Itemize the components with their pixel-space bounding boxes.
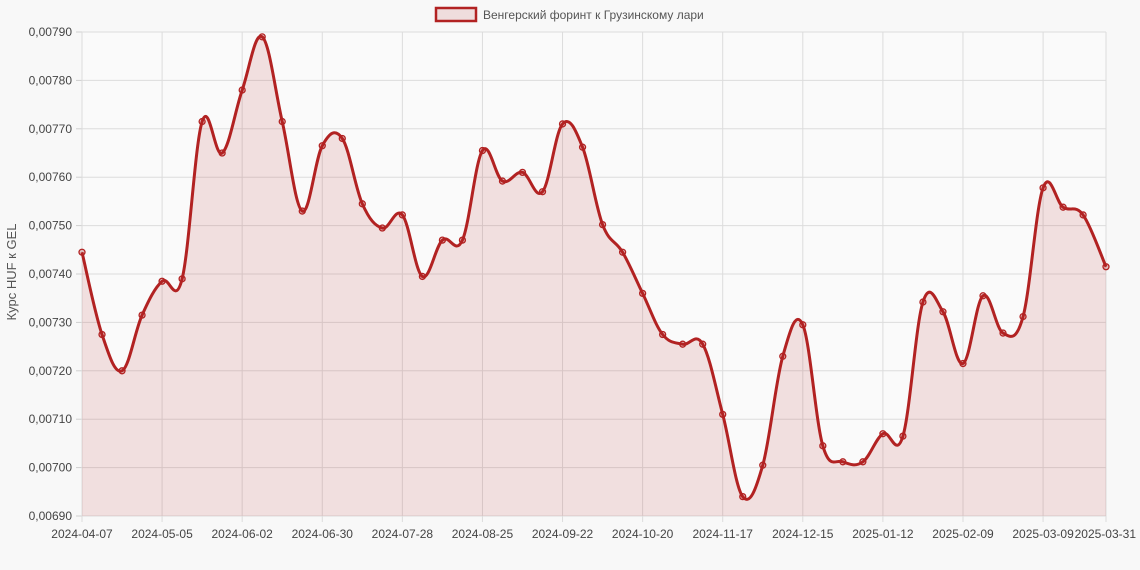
data-point[interactable] (118, 367, 126, 375)
data-point[interactable] (258, 33, 266, 41)
x-tick-label: 2024-11-17 (692, 527, 753, 541)
data-point[interactable] (1059, 203, 1067, 211)
data-point[interactable] (819, 442, 827, 450)
data-point[interactable] (598, 220, 607, 229)
data-point[interactable] (1019, 312, 1027, 321)
data-point[interactable] (839, 458, 847, 466)
data-point[interactable] (498, 177, 507, 185)
data-point[interactable] (1039, 184, 1047, 192)
data-point[interactable] (558, 120, 567, 128)
data-point[interactable] (298, 207, 306, 215)
y-axis-label: Курс HUF к GEL (4, 224, 19, 321)
data-point[interactable] (338, 134, 346, 143)
y-tick-label: 0,00690 (29, 509, 73, 523)
x-tick-label: 2024-07-28 (372, 527, 434, 541)
y-tick-label: 0,00770 (29, 122, 73, 136)
data-point[interactable] (919, 298, 927, 306)
data-point[interactable] (1079, 211, 1087, 219)
data-point[interactable] (578, 143, 587, 151)
data-point[interactable] (939, 308, 947, 316)
data-point[interactable] (679, 340, 687, 348)
legend-label[interactable]: Венгерский форинт к Грузинскому лари (483, 8, 704, 22)
data-point[interactable] (78, 248, 86, 256)
data-point[interactable] (318, 142, 326, 150)
y-tick-label: 0,00710 (29, 412, 73, 426)
data-point[interactable] (98, 330, 106, 339)
series-fill (82, 36, 1106, 516)
series-line (80, 34, 1108, 501)
y-tick-label: 0,00700 (29, 461, 73, 475)
data-point[interactable] (979, 292, 987, 300)
y-tick-label: 0,00790 (29, 25, 73, 39)
data-point[interactable] (238, 86, 246, 94)
data-point[interactable] (779, 352, 787, 360)
data-point[interactable] (398, 211, 407, 219)
y-tick-label: 0,00740 (29, 267, 73, 281)
data-point[interactable] (739, 492, 747, 501)
data-point[interactable] (799, 321, 807, 329)
x-tick-label: 2024-10-20 (612, 527, 674, 541)
x-tick-label: 2024-06-30 (292, 527, 354, 541)
y-tick-label: 0,00780 (29, 73, 73, 87)
x-tick-label: 2024-09-22 (532, 527, 594, 541)
data-point[interactable] (478, 146, 487, 155)
data-point[interactable] (759, 461, 767, 469)
x-tick-label: 2025-02-09 (932, 527, 994, 541)
x-tick-label: 2025-03-09 (1012, 527, 1074, 541)
x-tick-label: 2024-06-02 (211, 527, 273, 541)
legend[interactable]: Венгерский форинт к Грузинскому лари (434, 6, 704, 23)
data-point[interactable] (158, 277, 166, 285)
y-tick-label: 0,00750 (29, 219, 73, 233)
x-tick-label: 2024-12-15 (772, 527, 834, 541)
x-tick-label: 2024-04-07 (51, 527, 113, 541)
x-tick-label: 2024-05-05 (131, 527, 193, 541)
data-point[interactable] (879, 430, 887, 438)
data-point[interactable] (959, 359, 967, 368)
data-point[interactable] (538, 188, 547, 196)
data-point[interactable] (178, 275, 186, 283)
data-point[interactable] (1102, 263, 1110, 271)
grid (76, 31, 1107, 522)
data-point[interactable] (378, 224, 386, 232)
data-point[interactable] (638, 289, 647, 298)
data-point[interactable] (618, 248, 627, 256)
y-tick-label: 0,00760 (29, 170, 73, 184)
series-points (78, 33, 1110, 501)
x-axis: 2024-04-07 2024-05-05 2024-06-02 2024-06-30… (51, 527, 1136, 541)
data-point[interactable] (358, 200, 366, 208)
x-tick-label: 2024-08-25 (452, 527, 514, 541)
data-point[interactable] (138, 311, 146, 319)
y-tick-label: 0,00730 (29, 315, 73, 329)
data-point[interactable] (899, 432, 907, 440)
data-point[interactable] (859, 458, 867, 466)
y-tick-label: 0,00720 (29, 364, 73, 378)
data-point[interactable] (458, 236, 467, 244)
data-point[interactable] (438, 236, 447, 244)
series-area (80, 34, 1108, 516)
data-point[interactable] (518, 168, 527, 177)
legend-swatch[interactable] (434, 6, 478, 23)
data-point[interactable] (719, 410, 727, 419)
data-point[interactable] (278, 117, 286, 126)
data-point[interactable] (198, 117, 206, 126)
data-point[interactable] (999, 329, 1007, 337)
y-axis: 0,00690 0,00700 0,00710 0,00720 0,00730 0,007… (29, 25, 73, 523)
x-tick-label: 2025-01-12 (852, 527, 914, 541)
data-point[interactable] (218, 149, 226, 157)
data-point[interactable] (418, 272, 427, 281)
data-point[interactable] (658, 330, 667, 339)
x-tick-label: 2025-03-31 (1075, 527, 1137, 541)
data-point[interactable] (699, 340, 707, 348)
